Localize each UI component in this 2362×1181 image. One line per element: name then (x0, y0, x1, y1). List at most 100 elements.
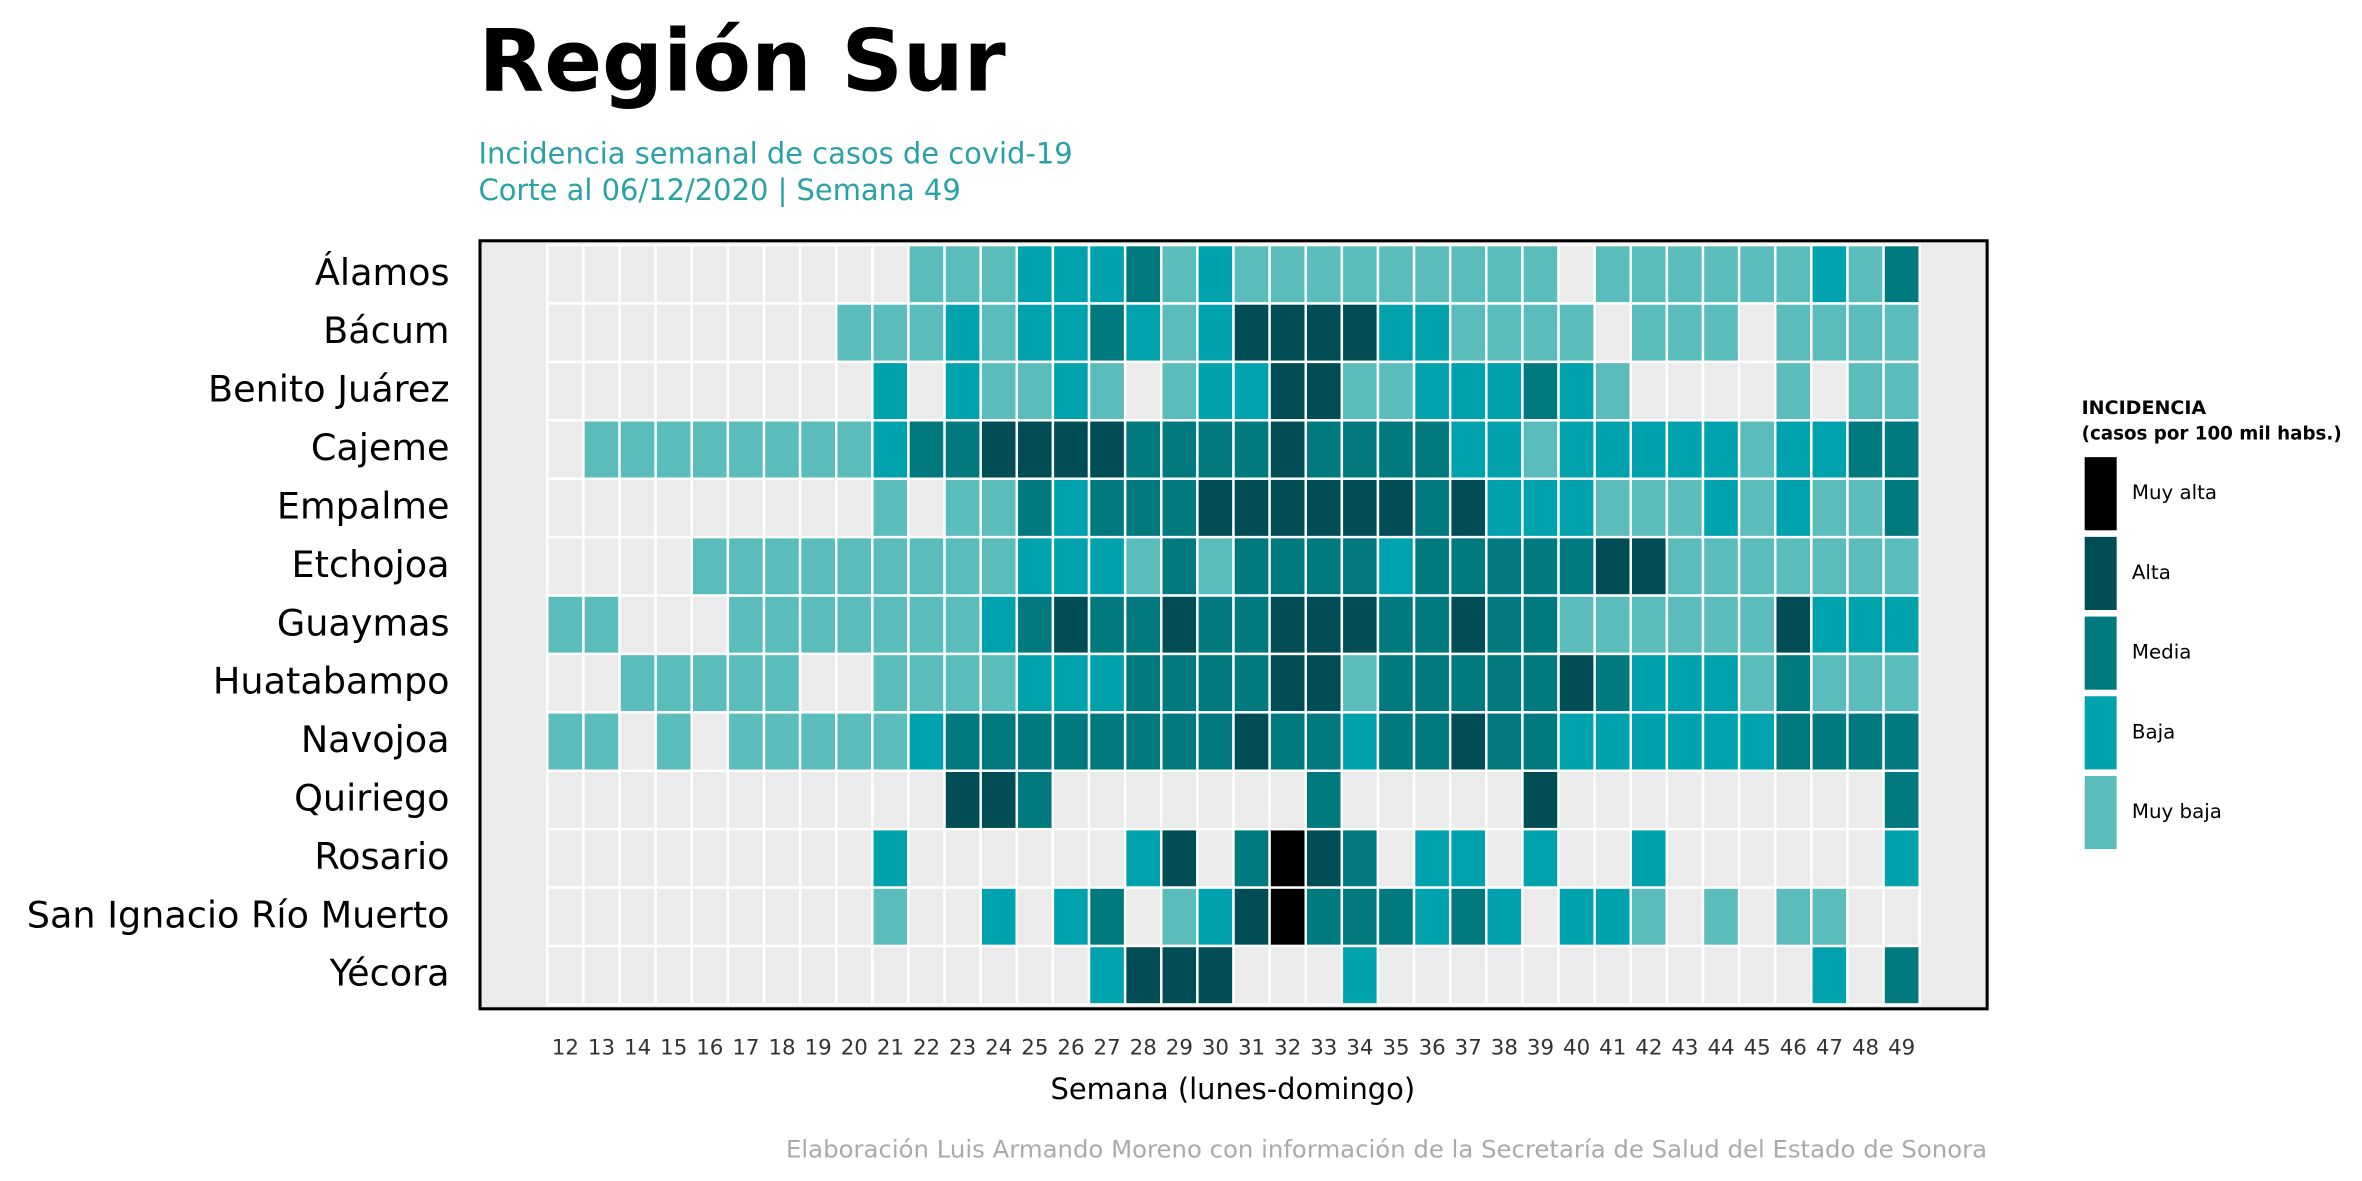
cell (1340, 652, 1380, 714)
cell (1737, 827, 1777, 889)
cell (726, 302, 766, 364)
cell (1737, 769, 1777, 831)
cell (1701, 360, 1741, 422)
cell (798, 302, 838, 364)
cell (690, 944, 730, 1006)
cell (1701, 477, 1741, 539)
cell (1087, 652, 1127, 714)
cell (1376, 302, 1416, 364)
cell (1593, 886, 1632, 948)
cell (690, 360, 730, 422)
cell (618, 827, 657, 889)
cell (1015, 711, 1055, 772)
cell (690, 477, 730, 539)
x-tick-label: 49 (1888, 1035, 1915, 1060)
cell (690, 652, 730, 714)
cell (762, 243, 802, 305)
cell (798, 360, 838, 422)
cell (1376, 711, 1416, 772)
cell (1123, 594, 1163, 656)
cell (1737, 477, 1777, 539)
cell (1087, 302, 1127, 364)
cell (690, 886, 730, 948)
x-tick-label: 29 (1166, 1035, 1193, 1060)
cell (726, 535, 766, 597)
cell (1629, 419, 1669, 480)
cell (1448, 594, 1488, 656)
cell (943, 535, 982, 597)
cell (1557, 827, 1596, 889)
cell (907, 477, 946, 539)
cell (762, 535, 802, 597)
cell (1412, 769, 1452, 831)
cell (1665, 477, 1705, 539)
cell (1737, 944, 1777, 1006)
cell (1629, 711, 1669, 772)
cell (1123, 652, 1163, 714)
cell (618, 302, 657, 364)
cell (1701, 944, 1741, 1006)
legend-swatch (2084, 536, 2117, 611)
cell (1774, 652, 1813, 714)
cell (1665, 827, 1705, 889)
x-tick-label: 21 (877, 1035, 904, 1060)
cell (1593, 535, 1632, 597)
cell (1846, 477, 1885, 539)
cell (1810, 243, 1849, 305)
cell (1774, 827, 1813, 889)
cell (1160, 477, 1199, 539)
cell (654, 711, 693, 772)
cell (1701, 827, 1741, 889)
x-axis-title: Semana (lunes-domingo) (1050, 1072, 1415, 1106)
cell (1629, 594, 1669, 656)
cell (1665, 944, 1705, 1006)
cell (582, 652, 621, 714)
cell (1304, 886, 1344, 948)
legend-label: Media (2132, 641, 2191, 664)
cell (1232, 594, 1271, 656)
cell (1232, 302, 1271, 364)
cell (1051, 652, 1091, 714)
cell (1015, 477, 1055, 539)
cell (1412, 652, 1452, 714)
cell (1160, 419, 1199, 480)
cell (726, 827, 766, 889)
cell (546, 360, 585, 422)
cell (835, 652, 874, 714)
cell (1268, 652, 1307, 714)
cell (1593, 419, 1632, 480)
cell (690, 302, 730, 364)
cell (798, 419, 838, 480)
cell (1123, 769, 1163, 831)
cell (1810, 477, 1849, 539)
cell (835, 711, 874, 772)
cell (582, 886, 621, 948)
cell (1629, 652, 1669, 714)
cell (835, 827, 874, 889)
cell (582, 419, 621, 480)
cell (1087, 769, 1127, 831)
cell (654, 302, 693, 364)
cell (1774, 419, 1813, 480)
cell (1629, 302, 1669, 364)
cell (907, 594, 946, 656)
cell (1304, 594, 1344, 656)
cell (907, 302, 946, 364)
cell (1412, 886, 1452, 948)
cell (618, 477, 657, 539)
cell (1123, 419, 1163, 480)
cell (1774, 594, 1813, 656)
cell (1593, 711, 1632, 772)
cell (546, 477, 585, 539)
cell (1810, 535, 1849, 597)
cell (1485, 711, 1524, 772)
cell (1015, 360, 1055, 422)
cell (979, 419, 1019, 480)
cell (1123, 302, 1163, 364)
cell (1051, 360, 1091, 422)
cell (1629, 243, 1669, 305)
cell (1882, 243, 1921, 305)
cell (1015, 652, 1055, 714)
cell (1846, 419, 1885, 480)
cell (1196, 477, 1235, 539)
